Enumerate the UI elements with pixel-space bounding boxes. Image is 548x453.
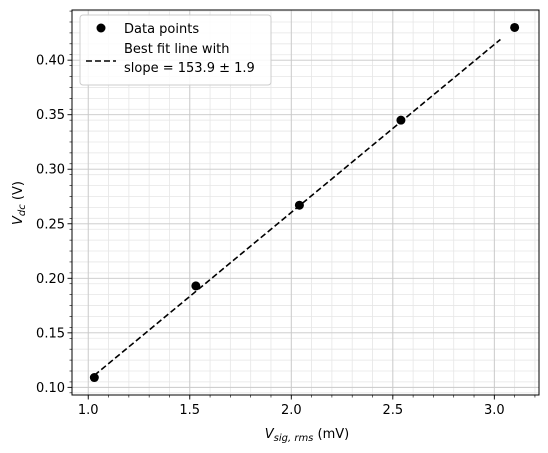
data-point — [510, 22, 520, 32]
legend-box — [79, 14, 272, 86]
x-tick-labels: 1.0 1.5 2.0 2.5 3.0 — [78, 403, 505, 418]
data-points-layer — [89, 22, 520, 383]
legend: Data points Best fit line with slope = 1… — [79, 14, 272, 86]
x-tick-label: 2.5 — [382, 403, 403, 418]
legend-marker-data-points — [96, 23, 106, 33]
data-point — [89, 373, 99, 383]
data-point — [294, 200, 304, 210]
y-tick-label: 0.10 — [36, 381, 65, 396]
x-tick-label: 1.0 — [78, 403, 99, 418]
data-point — [191, 281, 201, 291]
legend-label-data-points: Data points — [124, 22, 199, 37]
y-tick-label: 0.15 — [36, 326, 65, 341]
axis-ticks — [67, 10, 536, 400]
y-axis-label: Vdc (V) — [11, 181, 28, 225]
y-tick-label: 0.20 — [36, 272, 65, 287]
data-point — [396, 115, 406, 125]
x-axis-label: Vsig, rms (mV) — [265, 427, 350, 444]
y-tick-label: 0.30 — [36, 163, 65, 178]
y-tick-label: 0.40 — [36, 54, 65, 69]
x-tick-label: 1.5 — [179, 403, 200, 418]
y-tick-labels: 0.10 0.15 0.20 0.25 0.30 0.35 0.40 — [36, 54, 65, 396]
legend-label-fit-line-1: Best fit line with — [124, 42, 230, 57]
plot-frame — [71, 9, 540, 396]
legend-label-fit-line-2: slope = 153.9 ± 1.9 — [124, 61, 255, 76]
y-tick-label: 0.35 — [36, 108, 65, 123]
y-tick-label: 0.25 — [36, 217, 65, 232]
x-tick-label: 2.0 — [281, 403, 302, 418]
x-tick-label: 3.0 — [484, 403, 505, 418]
